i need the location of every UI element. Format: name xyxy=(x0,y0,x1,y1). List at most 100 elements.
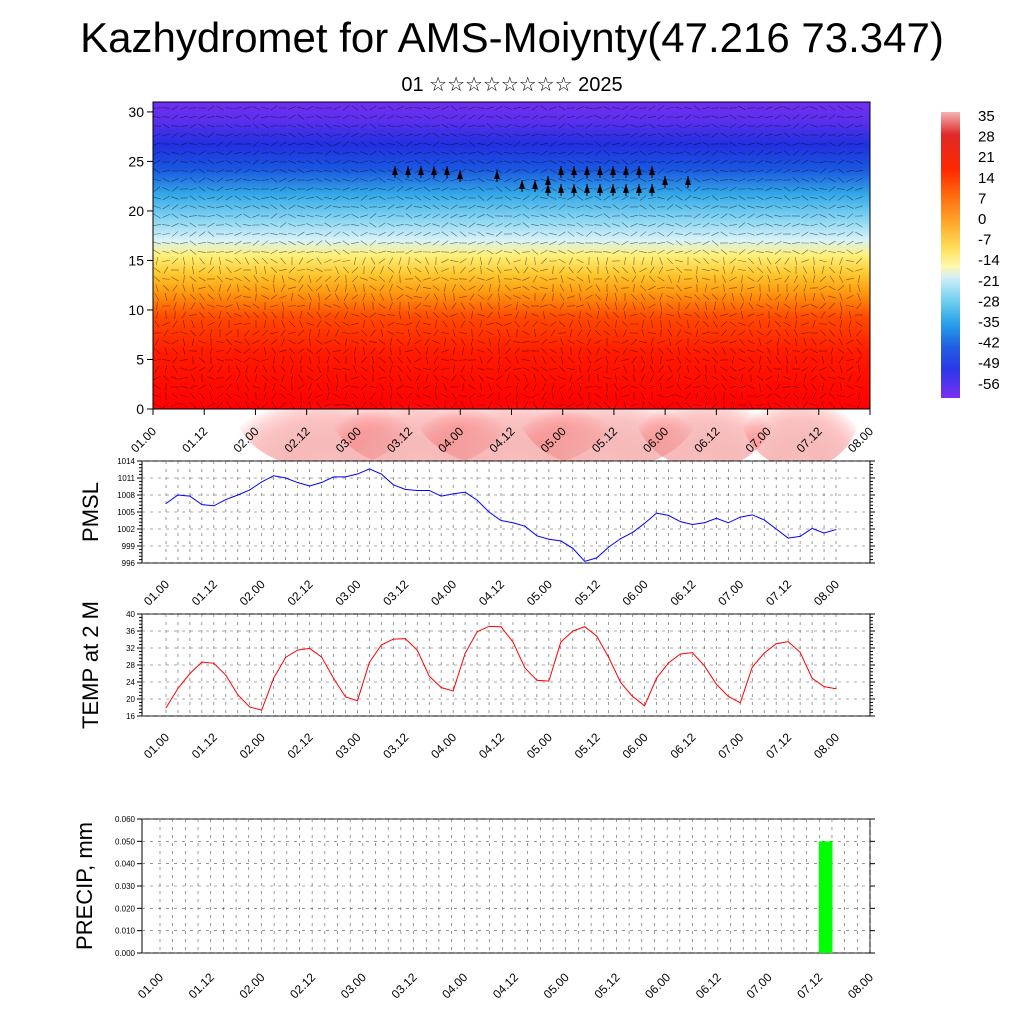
colorbar-label: 0 xyxy=(978,211,986,228)
y-tick-label: 1011 xyxy=(118,474,136,483)
y-tick-label: 25 xyxy=(128,153,144,169)
series-point xyxy=(333,476,334,478)
x-tick-label: 07.00 xyxy=(744,970,775,1001)
series-point xyxy=(380,473,382,475)
precip-panel: 0.000 0.010 0.020 0.030 0.040 0.050 0.060 PRECI… xyxy=(72,815,876,1001)
x-tick-label: 01.12 xyxy=(189,577,220,608)
series-point xyxy=(368,468,370,470)
x-tick-label: 02.12 xyxy=(287,970,318,1001)
series-point xyxy=(321,656,323,658)
series-point xyxy=(177,687,179,689)
colorbar-legend: 35 28 21 14 7 0 -7 -14 -21 -28 -35 -42 -49 -56 xyxy=(941,108,1000,398)
series-point xyxy=(249,489,251,491)
grid-lines xyxy=(142,613,870,717)
series-point xyxy=(213,505,215,507)
x-tick-label: 08.00 xyxy=(811,730,842,761)
x-tick-label: 05.00 xyxy=(541,970,572,1001)
series-point xyxy=(428,489,430,491)
series-point xyxy=(679,653,681,655)
series-point xyxy=(297,482,299,484)
x-tick-label: 02.00 xyxy=(237,730,268,761)
series-point xyxy=(787,641,789,643)
page-subtitle: 01 ☆☆☆☆☆☆☆☆ 2025 xyxy=(401,74,623,96)
x-tick-label: 07.00 xyxy=(715,730,746,761)
x-tick-label: 06.12 xyxy=(667,730,698,761)
x-tick-label: 05.12 xyxy=(591,970,622,1001)
x-tick-label: 05.12 xyxy=(572,577,603,608)
precip-bar xyxy=(818,841,833,953)
series-point xyxy=(620,681,622,683)
series-point xyxy=(608,656,610,658)
colorbar-label: -14 xyxy=(978,252,1000,269)
series-point xyxy=(811,677,813,679)
series-point xyxy=(632,695,634,697)
series-point xyxy=(560,540,562,542)
series-point xyxy=(548,680,550,682)
y-tick-label: 28 xyxy=(126,661,135,670)
series-point xyxy=(584,626,586,628)
x-tick-label: 01.00 xyxy=(141,730,172,761)
series-point xyxy=(596,557,598,559)
x-tick-label: 03.00 xyxy=(332,730,363,761)
colorbar-label: -21 xyxy=(978,273,1000,290)
x-tick-label: 03.12 xyxy=(380,730,411,761)
series-point xyxy=(356,700,358,702)
y-tick-label: 1005 xyxy=(117,508,135,517)
series-point xyxy=(536,679,538,681)
series-point xyxy=(225,499,227,501)
series-point xyxy=(751,514,753,516)
y-tick-label: 15 xyxy=(128,252,144,268)
x-tick-label: 01.00 xyxy=(135,970,166,1001)
series-point xyxy=(703,665,705,667)
colorbar-label: -28 xyxy=(978,293,1000,310)
x-tick-label: 06.00 xyxy=(620,730,651,761)
series-point xyxy=(727,522,729,524)
x-tick-label: 03.00 xyxy=(338,970,369,1001)
y-tick-label: 16 xyxy=(126,712,135,721)
x-tick-label: 07.12 xyxy=(794,970,825,1001)
y-tick-label: 0.040 xyxy=(115,860,136,869)
y-tick-label: 0 xyxy=(136,401,144,417)
series-point xyxy=(321,482,323,484)
series-point xyxy=(751,666,753,668)
x-tick-label: 04.12 xyxy=(490,970,521,1001)
series-point xyxy=(668,514,669,516)
series-point xyxy=(584,560,586,562)
y-tick-label: 1014 xyxy=(117,457,135,466)
y-axis-label: TEMP at 2 M xyxy=(78,601,103,729)
x-tick-label: 01.12 xyxy=(179,424,210,455)
y-tick-label: 20 xyxy=(126,695,135,704)
series-point xyxy=(823,686,825,688)
series-point xyxy=(452,690,454,692)
series-point xyxy=(775,643,777,645)
series-point xyxy=(691,652,693,654)
colorbar-label: 14 xyxy=(978,170,995,187)
x-tick-label: 05.12 xyxy=(572,730,603,761)
series-point xyxy=(799,535,801,537)
series-point xyxy=(189,673,191,674)
x-tick-label: 01.12 xyxy=(189,730,220,761)
x-tick-label: 02.12 xyxy=(285,577,316,608)
series-point xyxy=(273,677,275,679)
series-point xyxy=(524,525,526,527)
pmsl-panel: 996 999 1002 1005 1008 1011 1014 PMSL 01.00 01.12… xyxy=(78,457,875,608)
series-point xyxy=(572,630,574,632)
x-tick-label: 08.00 xyxy=(811,577,842,608)
series-point xyxy=(344,696,346,698)
y-axis-label: PMSL xyxy=(78,482,103,542)
x-tick-label: 07.12 xyxy=(763,730,794,761)
series-point xyxy=(787,537,789,539)
series-point xyxy=(524,667,526,669)
y-tick-label: 0.000 xyxy=(115,949,136,958)
series-point xyxy=(739,516,741,518)
series-point xyxy=(213,662,215,664)
series-point xyxy=(309,485,311,487)
series-point xyxy=(799,651,801,653)
x-tick-label: 07.00 xyxy=(715,577,746,608)
series-point xyxy=(416,489,418,491)
series-point xyxy=(488,511,490,513)
series-point xyxy=(476,631,478,633)
series-point xyxy=(261,709,263,711)
series-point xyxy=(715,683,717,685)
